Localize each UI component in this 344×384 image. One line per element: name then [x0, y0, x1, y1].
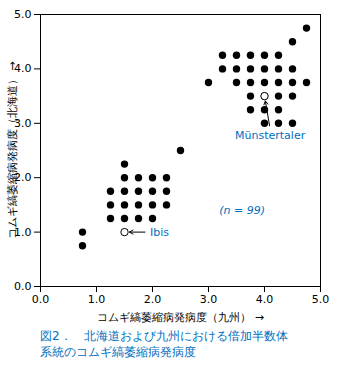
svg-text:0.0: 0.0 — [32, 293, 50, 306]
svg-text:2.0: 2.0 — [14, 171, 32, 185]
svg-text:5.0: 5.0 — [312, 293, 330, 306]
svg-text:コムギ縞萎縮病発病度（九州） →: コムギ縞萎縮病発病度（九州） → — [97, 311, 264, 324]
svg-text:4.0: 4.0 — [14, 62, 32, 76]
svg-text:3.0: 3.0 — [14, 116, 32, 130]
svg-text:1.0: 1.0 — [14, 225, 32, 239]
svg-text:Münstertaler: Münstertaler — [235, 129, 306, 142]
svg-text:5.0: 5.0 — [14, 8, 32, 21]
svg-text:1.0: 1.0 — [88, 293, 106, 306]
svg-text:2.0: 2.0 — [144, 293, 162, 306]
svg-text:コムギ縞萎縮病発病度（北海道） →: コムギ縞萎縮病発病度（北海道） → — [6, 62, 19, 240]
svg-text:(n = 99): (n = 99) — [219, 204, 265, 217]
html-text:図2． 北海道および九州における倍加半数体: 図2． 北海道および九州における倍加半数体 — [40, 329, 288, 343]
svg-text:0.0: 0.0 — [14, 280, 32, 293]
svg-text:Ibis: Ibis — [150, 226, 169, 239]
svg-text:4.0: 4.0 — [256, 293, 274, 306]
html-text:系統のコムギ縞萎縮病発病度: 系統のコムギ縞萎縮病発病度 — [40, 345, 196, 359]
svg-text:3.0: 3.0 — [200, 293, 218, 306]
